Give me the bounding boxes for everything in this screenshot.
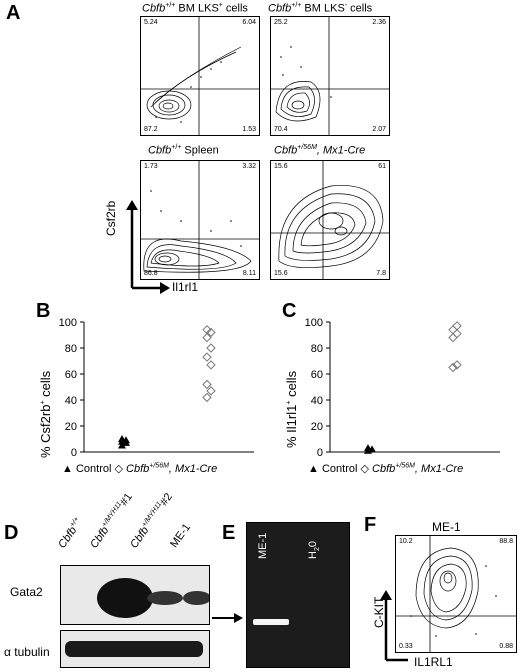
- quadrant-bl: 15.6: [274, 270, 288, 277]
- flow-plot-1: 5.24 6.04 87.2 1.53: [140, 16, 260, 136]
- quadrant-br: 0.88: [499, 643, 513, 650]
- data-point-mutant: [202, 332, 212, 343]
- arrow-right-icon: [212, 613, 243, 623]
- flow-plot-3: 1.73 3.32 86.8 8.11: [140, 160, 260, 280]
- filled-triangle-icon: ▲: [308, 463, 319, 475]
- panel-f-y-axis-label: C-KIT: [372, 596, 386, 628]
- lane-label-1: Cbfb+/+: [56, 516, 81, 551]
- data-point-mutant: [448, 325, 458, 335]
- quadrant-br: 1.53: [242, 126, 256, 133]
- quadrant-tr: 2.36: [372, 19, 386, 26]
- y-tick-label: 40: [311, 395, 323, 407]
- flow-plot-f-contours: [396, 536, 516, 652]
- data-point-mutant: [452, 360, 462, 370]
- data-point-control: [118, 435, 126, 442]
- flow-plot-4-title: Cbfb+/56M, Mx1-Cre: [274, 144, 366, 157]
- panel-b-y-axis-label: % Csf2rb+ cells: [38, 370, 53, 458]
- y-tick-label: 60: [311, 369, 323, 381]
- data-point-mutant: [448, 362, 458, 373]
- filled-triangle-icon: ▲: [62, 463, 73, 475]
- row-label-tubulin: α tubulin: [4, 645, 50, 659]
- data-point-mutant: [452, 328, 462, 339]
- quadrant-tl: 15.6: [274, 163, 288, 170]
- quadrant-tl: 25.2: [274, 19, 288, 26]
- y-tick-label: 40: [65, 395, 77, 407]
- gel-lane-me1: ME-1: [257, 532, 269, 559]
- open-diamond-icon: ◇: [114, 463, 123, 475]
- data-point-mutant: [202, 392, 212, 403]
- flow-plot-1-title: Cbfb+/+ BM LKS+ cells: [142, 2, 248, 15]
- quadrant-bl: 70.4: [274, 126, 288, 133]
- data-point-mutant: [452, 321, 462, 331]
- western-blot-tubulin: [60, 630, 210, 668]
- flow-plot-2-contours: [271, 17, 389, 135]
- flow-plot-4-contours: [271, 161, 389, 279]
- panel-b-legend: ▲ Control ◇ Cbfb+/56M, Mx1-Cre: [62, 462, 218, 475]
- panel-b-chart: 0 20 40 60 80 100: [59, 318, 254, 459]
- y-tick-label: 60: [65, 369, 77, 381]
- y-tick-label: 80: [311, 343, 323, 355]
- panel-b-letter: B: [36, 300, 51, 322]
- y-tick-label: 0: [71, 447, 77, 459]
- flow-plot-4: 15.6 61 15.6 7.8: [270, 160, 390, 280]
- data-point-mutant: [448, 332, 458, 343]
- panel-c-legend: ▲ Control ◇ Cbfb+/56M, Mx1-Cre: [308, 462, 464, 475]
- gel-lane-h2o: H20: [307, 541, 322, 559]
- panel-a-y-axis-label: Csf2rb: [104, 200, 118, 236]
- y-tick-label: 80: [65, 343, 77, 355]
- y-tick-label: 20: [311, 421, 323, 433]
- panel-f-x-axis-label: IL1RL1: [414, 655, 453, 669]
- flow-plot-2-title: Cbfb+/+ BM LKS- cells: [268, 2, 373, 15]
- data-point-mutant: [206, 360, 216, 370]
- quadrant-br: 8.11: [242, 270, 256, 277]
- flow-plot-f: 10.2 88.8 0.33 0.88: [395, 535, 517, 653]
- y-tick-label: 20: [65, 421, 77, 433]
- data-point-mutant: [206, 327, 216, 338]
- flow-plot-3-title: Cbfb+/+ Spleen: [148, 144, 219, 157]
- flow-plot-1-contours: [141, 17, 259, 135]
- quadrant-bl: 0.33: [399, 643, 413, 650]
- panel-f-letter: F: [364, 514, 377, 536]
- panel-c-letter: C: [282, 300, 297, 322]
- row-label-gata2: Gata2: [10, 585, 43, 599]
- data-point-mutant: [202, 379, 212, 390]
- flow-plot-2: 25.2 2.36 70.4 2.07: [270, 16, 390, 136]
- lane-label-4: ME-1: [168, 521, 194, 550]
- data-point-mutant: [202, 325, 212, 335]
- quadrant-tr: 6.04: [242, 19, 256, 26]
- panel-c-chart: 0 20 40 60 80 100: [305, 318, 500, 459]
- open-diamond-icon: ◇: [360, 463, 369, 475]
- y-tick-label: 100: [305, 318, 323, 329]
- quadrant-br: 2.07: [372, 126, 386, 133]
- quadrant-tl: 1.73: [144, 163, 158, 170]
- data-point-mutant: [206, 343, 216, 353]
- panel-a-letter: A: [6, 2, 21, 24]
- quadrant-tl: 10.2: [399, 538, 413, 545]
- data-point-control: [118, 441, 126, 449]
- data-point-mutant: [206, 386, 216, 396]
- quadrant-tr: 3.32: [242, 163, 256, 170]
- flow-plot-3-contours: [141, 161, 259, 279]
- quadrant-br: 7.8: [376, 270, 386, 277]
- y-tick-label: 100: [59, 318, 77, 329]
- data-point-mutant: [202, 352, 212, 362]
- quadrant-bl: 87.2: [144, 126, 158, 133]
- quadrant-tr: 61: [378, 163, 386, 170]
- panel-f-axis-arrows: [380, 590, 408, 662]
- data-point-control: [364, 444, 372, 452]
- quadrant-tr: 88.8: [499, 538, 513, 545]
- panel-a-axis-arrows: [126, 200, 170, 294]
- western-blot-gata2: [60, 565, 211, 625]
- panel-d-letter: D: [4, 522, 19, 544]
- panel-c-y-axis-label: % Il1rl1+ cells: [284, 370, 299, 448]
- panel-e-letter: E: [222, 522, 236, 544]
- panel-a-x-axis-label: Il1rl1: [172, 280, 199, 294]
- panel-f-title: ME-1: [432, 520, 461, 534]
- pcr-gel: ME-1 H20: [246, 522, 350, 668]
- quadrant-tl: 5.24: [144, 19, 158, 26]
- western-lane-labels: Cbfb+/+ Cbfb+/MYH11#1 Cbfb+/MYH11#2 ME-1: [56, 478, 210, 558]
- y-tick-label: 0: [317, 447, 323, 459]
- quadrant-bl: 86.8: [144, 270, 158, 277]
